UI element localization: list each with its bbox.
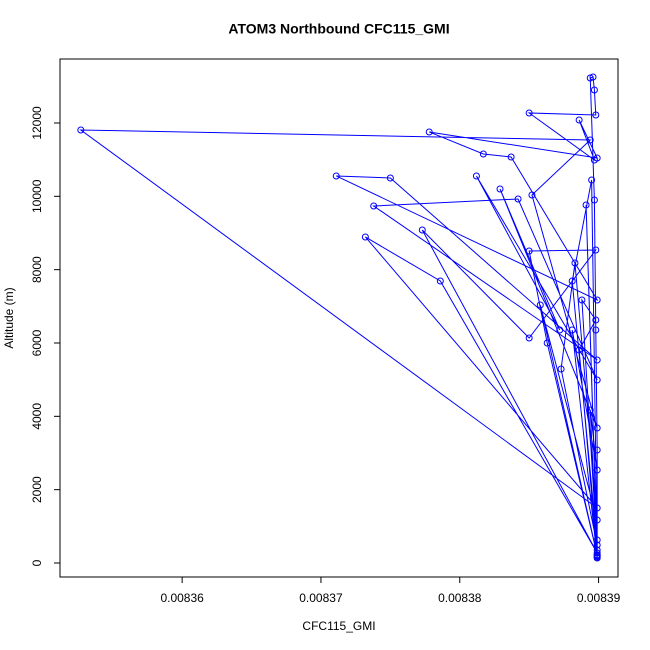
- data-point: [575, 346, 583, 354]
- y-tick-label: 12000: [30, 106, 44, 140]
- data-point: [525, 334, 533, 342]
- data-point: [568, 326, 576, 334]
- data-point: [590, 86, 598, 94]
- data-point: [514, 195, 522, 203]
- data-point: [536, 301, 544, 309]
- data-point: [593, 536, 601, 544]
- data-point: [593, 546, 601, 554]
- data-point: [557, 365, 565, 373]
- data-point: [592, 316, 600, 324]
- data-point: [436, 277, 444, 285]
- y-axis-label: Altitude (m): [2, 287, 16, 348]
- data-point: [556, 326, 564, 334]
- data-point: [543, 339, 551, 347]
- data-point: [593, 446, 601, 454]
- data-point: [592, 246, 600, 254]
- data-point: [593, 504, 601, 512]
- y-tick-label: 0: [30, 559, 44, 566]
- data-point: [593, 376, 601, 384]
- x-tick-label: 0.00839: [577, 591, 621, 605]
- x-tick-label: 0.00838: [438, 591, 482, 605]
- data-point: [590, 196, 598, 204]
- data-point: [593, 553, 601, 561]
- x-tick-label: 0.00837: [299, 591, 343, 605]
- data-point: [588, 176, 596, 184]
- data-point: [589, 73, 597, 81]
- data-point: [496, 185, 504, 193]
- data-point: [578, 296, 586, 304]
- data-point: [593, 516, 601, 524]
- data-point: [332, 172, 340, 180]
- data-point: [571, 259, 579, 267]
- data-point: [593, 424, 601, 432]
- y-tick-label: 2000: [30, 476, 44, 503]
- y-tick-label: 6000: [30, 329, 44, 356]
- data-point: [593, 154, 601, 162]
- data-point: [418, 226, 426, 234]
- data-point: [479, 150, 487, 158]
- data-point: [582, 201, 590, 209]
- data-point: [425, 128, 433, 136]
- data-point: [370, 202, 378, 210]
- data-point: [568, 277, 576, 285]
- data-point: [472, 172, 480, 180]
- y-tick-label: 4000: [30, 403, 44, 430]
- x-axis-label: CFC115_GMI: [302, 619, 375, 633]
- data-point: [525, 247, 533, 255]
- data-point: [593, 356, 601, 364]
- data-point: [593, 549, 601, 557]
- data-point: [528, 191, 536, 199]
- x-tick-label: 0.00836: [160, 591, 204, 605]
- data-point: [77, 126, 85, 134]
- data-point: [575, 116, 583, 124]
- chart-title: ATOM3 Northbound CFC115_GMI: [228, 21, 449, 37]
- data-point: [592, 111, 600, 119]
- data-line: [79, 76, 599, 559]
- plot-frame: [59, 58, 619, 578]
- data-point: [592, 326, 600, 334]
- data-point: [525, 109, 533, 117]
- data-point: [586, 406, 594, 414]
- data-point: [361, 233, 369, 241]
- y-tick-label: 8000: [30, 256, 44, 283]
- data-point: [507, 153, 515, 161]
- data-point: [386, 174, 394, 182]
- data-point: [593, 296, 601, 304]
- y-tick-label: 10000: [30, 179, 44, 213]
- data-point: [586, 136, 594, 144]
- data-point: [593, 541, 601, 549]
- data-point: [593, 466, 601, 474]
